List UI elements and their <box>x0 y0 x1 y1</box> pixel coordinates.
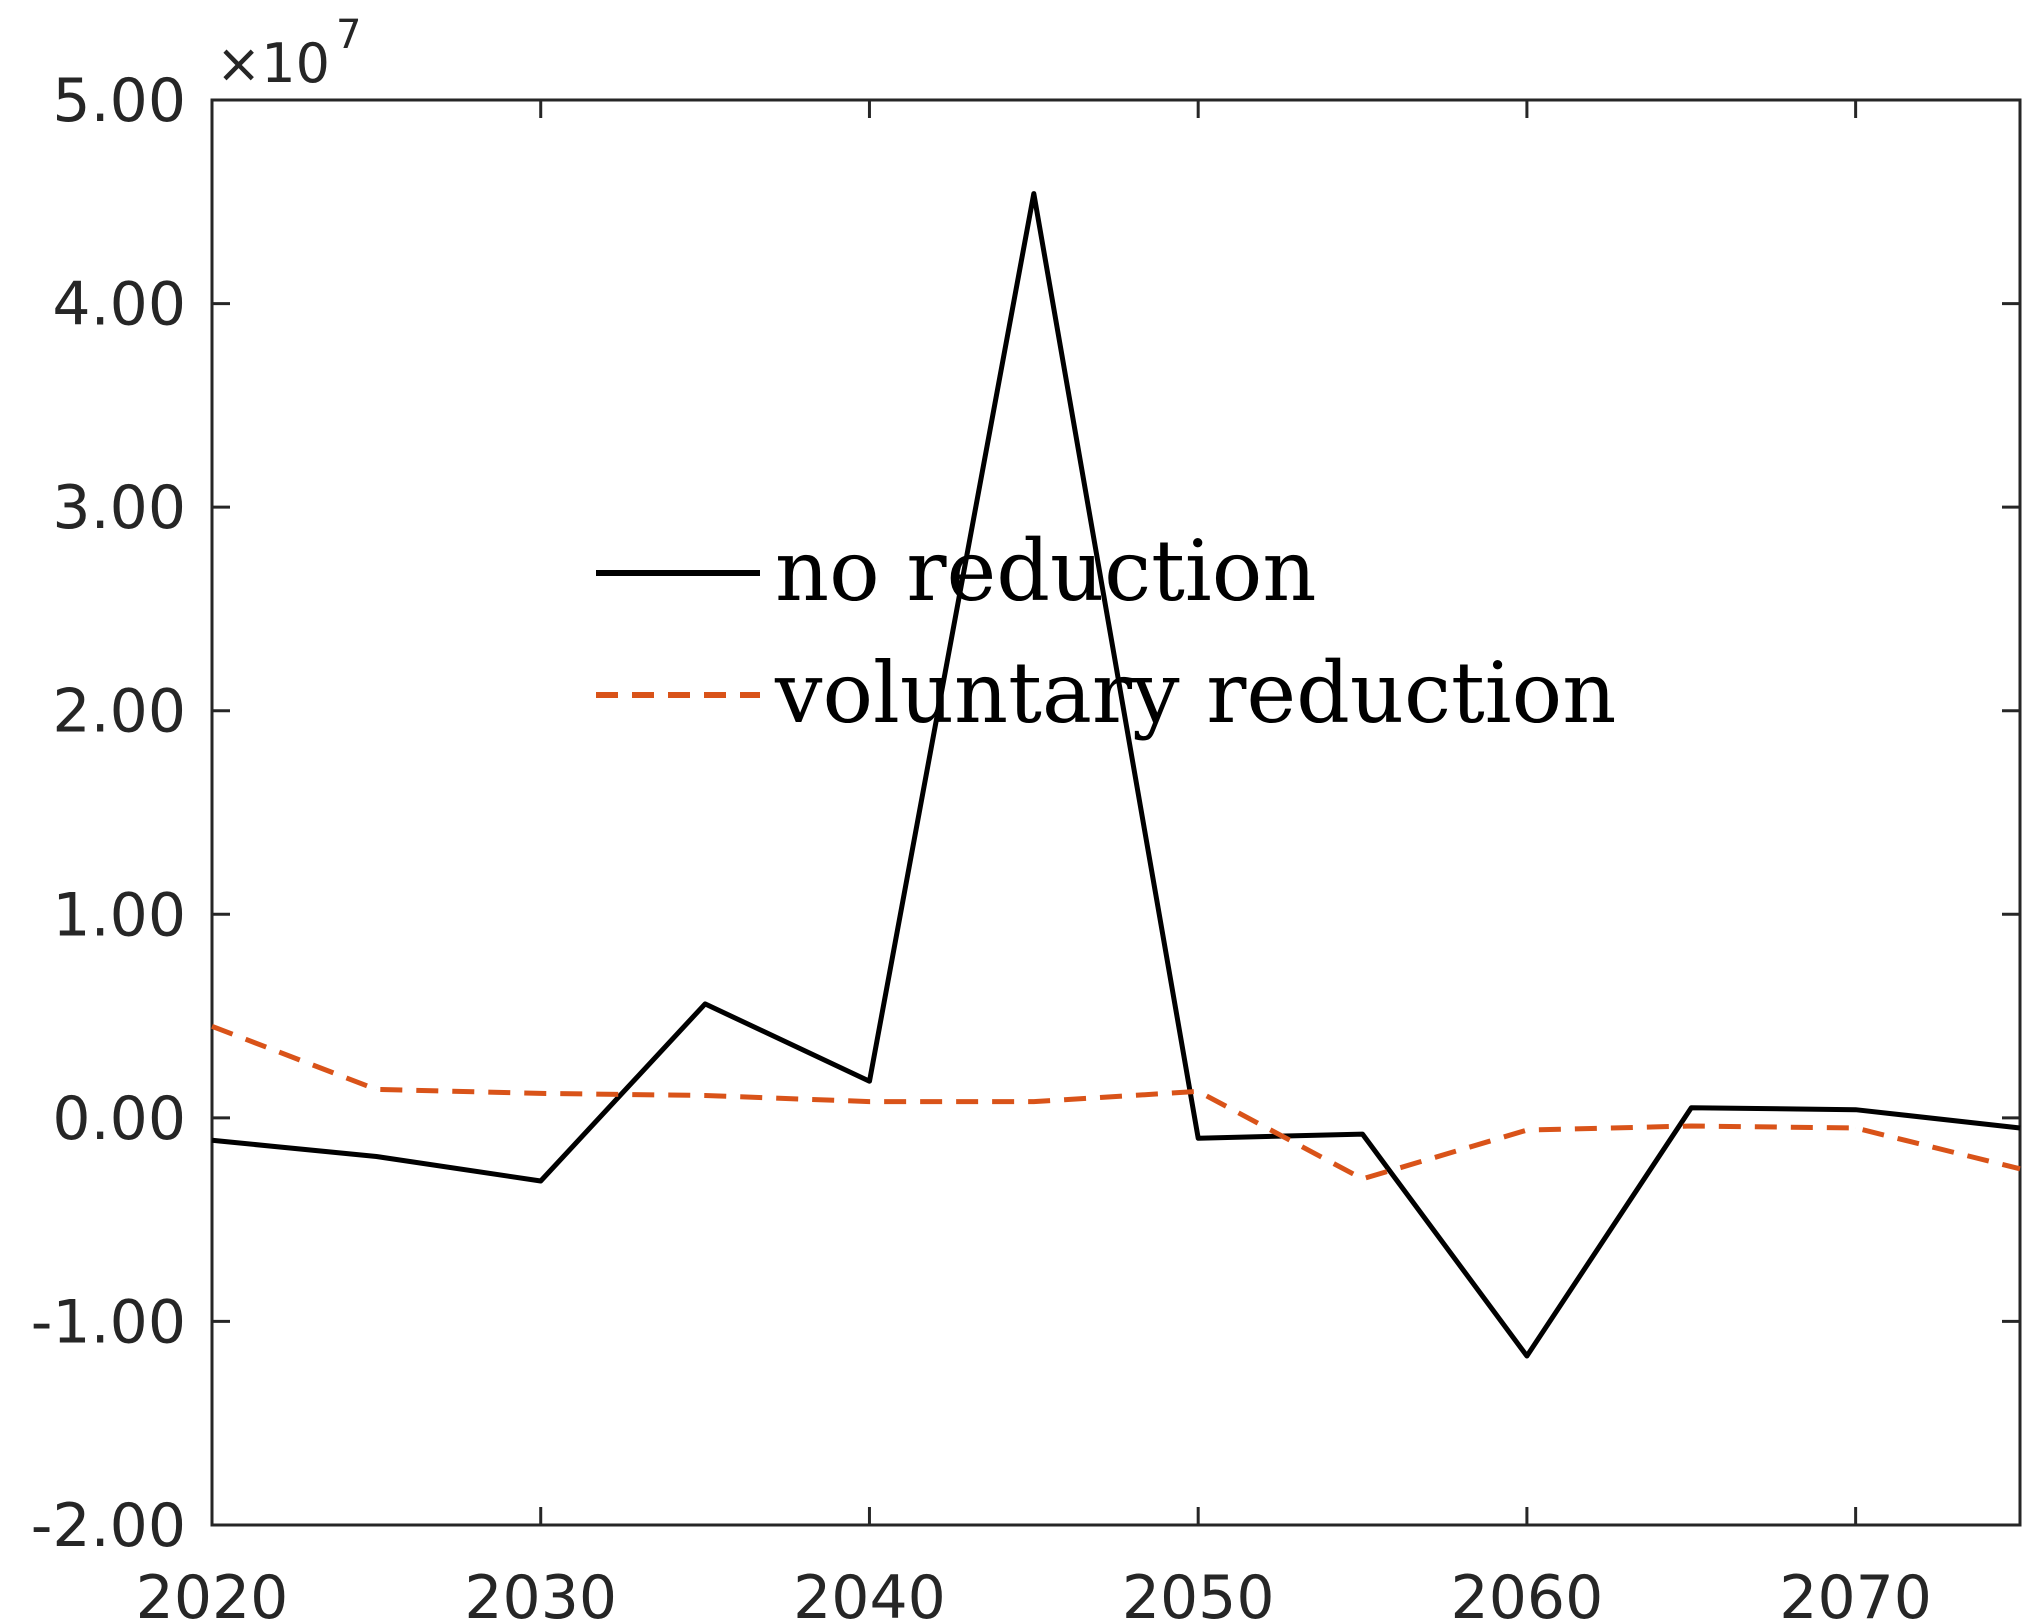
y-tick-label: 5.00 <box>52 66 186 136</box>
x-tick-label: 2040 <box>793 1563 946 1622</box>
y-tick-label: 1.00 <box>52 880 186 950</box>
y-tick-label: 2.00 <box>52 677 186 747</box>
legend-label-voluntary-reduction: voluntary reduction <box>774 644 1616 742</box>
y-scale-factor: ×10 7 <box>216 12 361 95</box>
x-tick-label: 2070 <box>1779 1563 1932 1622</box>
y-tick-label: -1.00 <box>31 1287 186 1357</box>
x-tick-label: 2050 <box>1122 1563 1275 1622</box>
y-ticks: 5.00 4.00 3.00 2.00 1.00 0.00 -1.00 -2.00 <box>31 66 2020 1561</box>
y-tick-label: -2.00 <box>31 1491 186 1561</box>
x-tick-label: 2030 <box>464 1563 617 1622</box>
series-line-voluntary-reduction <box>211 1023 2021 1182</box>
legend-label-no-reduction: no reduction <box>775 522 1316 620</box>
legend: no reduction voluntary reduction <box>596 522 1616 742</box>
x-ticks: 2020 2030 2040 2050 2060 2070 <box>136 100 1932 1622</box>
y-tick-label: 0.00 <box>52 1084 186 1154</box>
x-tick-label: 2020 <box>136 1563 289 1622</box>
y-scale-multiplier: ×10 <box>216 32 330 95</box>
x-tick-label: 2060 <box>1451 1563 1604 1622</box>
y-tick-label: 3.00 <box>52 473 186 543</box>
series-layer <box>211 191 2021 1359</box>
y-tick-label: 4.00 <box>52 270 186 340</box>
axes-box <box>210 98 2022 1527</box>
plot-area: 2020 2030 2040 2050 2060 2070 5.00 4.00 3.00 2.0… <box>31 66 2022 1622</box>
series-line-no-reduction <box>211 191 2021 1359</box>
y-scale-exponent: 7 <box>336 12 361 58</box>
